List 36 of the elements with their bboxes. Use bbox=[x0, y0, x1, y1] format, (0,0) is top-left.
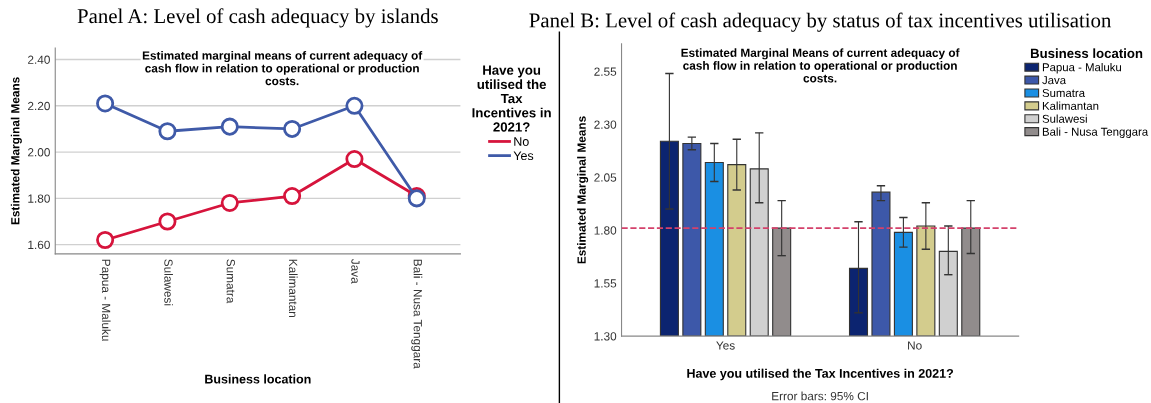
x-tick-label: Sulawesi bbox=[164, 259, 173, 306]
x-axis-title: Business location bbox=[205, 374, 311, 384]
legend-label: Sulawesi bbox=[1042, 114, 1087, 123]
y-tick-label: 1.80 bbox=[28, 194, 50, 203]
legend-title: Business location bbox=[1030, 48, 1143, 59]
y-tick-label: 2.30 bbox=[594, 120, 617, 129]
y-tick-label: 2.55 bbox=[594, 67, 617, 76]
x-tick-label: Bali - Nusa Tenggara bbox=[411, 259, 423, 369]
x-tick-label: Papua - Maluku bbox=[99, 259, 111, 341]
y-tick-label: 1.60 bbox=[28, 240, 50, 250]
x-tick-label: Kalimantan bbox=[288, 259, 298, 318]
legend-title: Have you utilised the Tax Incentives in 2021? bbox=[472, 65, 551, 132]
legend-label: Java bbox=[1042, 76, 1067, 85]
x-tick-label: Sumatra bbox=[226, 259, 235, 304]
text: Estimated Marginal Means of current adequacy of cash flow in relation to operational or production costs. bbox=[681, 48, 960, 83]
y-tick-label: 2.20 bbox=[28, 101, 50, 111]
chart-title: Panel A: Level of cash adequacy by islands bbox=[77, 8, 438, 28]
legend-label: Yes bbox=[513, 151, 534, 161]
legend-label: Sumatra bbox=[1042, 89, 1086, 98]
chart-title: Panel B: Level of cash adequacy by status of tax incentives utilisation bbox=[529, 12, 1112, 32]
legend-label: Papua - Maluku bbox=[1042, 62, 1122, 74]
y-tick-label: 1.80 bbox=[594, 226, 617, 235]
text: Error bars: 95% CI bbox=[772, 391, 868, 401]
y-tick-label: 1.55 bbox=[594, 279, 617, 288]
y-tick-label: 1.30 bbox=[594, 332, 617, 341]
y-tick-label: 2.40 bbox=[28, 55, 50, 64]
y-axis-title: Estimated Marginal Means bbox=[577, 116, 589, 264]
x-axis-title: Have you utilised the Tax Incentives in 2021? bbox=[687, 368, 953, 381]
legend-label: Kalimantan bbox=[1042, 101, 1099, 110]
legend-label: Bali - Nusa Tenggara bbox=[1042, 127, 1149, 138]
y-axis-title: Estimated Marginal Means bbox=[10, 77, 22, 225]
legend-label: No bbox=[514, 137, 529, 146]
y-tick-label: 2.05 bbox=[594, 173, 617, 182]
x-tick-label: Java bbox=[351, 258, 360, 284]
text: Estimated marginal means of current adequacy of cash flow in relation to operational or production costs. bbox=[142, 51, 423, 86]
y-tick-label: 2.00 bbox=[28, 148, 50, 157]
